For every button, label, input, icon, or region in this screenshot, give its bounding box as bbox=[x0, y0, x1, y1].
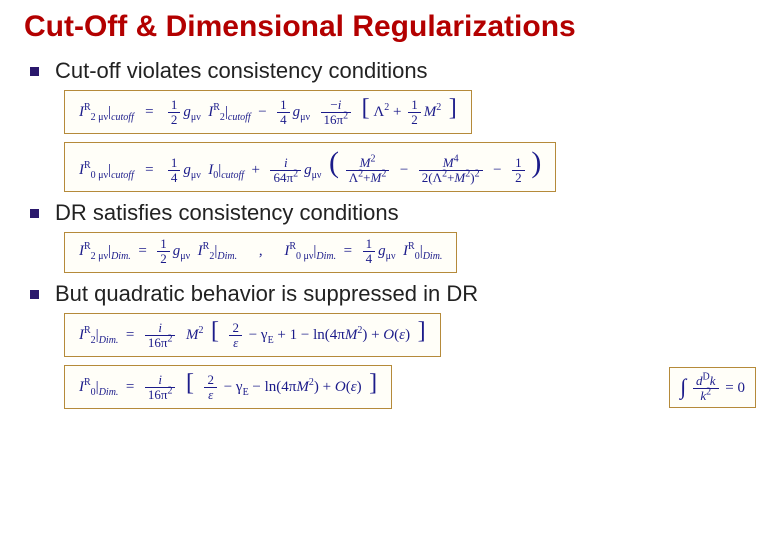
equation-1-frame: IR2 μν|cutoff = 12gμν IR2|cutoff − 14gμν… bbox=[64, 90, 472, 134]
equation-4: IR2|Dim. = i16π2 M2 [ 2ε − γE + 1 − ln(4… bbox=[64, 313, 756, 357]
equation-5-row: IR0|Dim. = i16π2 [ 2ε − γE − ln(4πM2) + … bbox=[64, 365, 756, 409]
equation-2: IR0 μν|cutoff = 14gμν I0|cutoff + i64π2g… bbox=[64, 142, 756, 192]
equation-6-frame: ∫ dDkk2 = 0 bbox=[669, 367, 756, 408]
equation-4-frame: IR2|Dim. = i16π2 M2 [ 2ε − γE + 1 − ln(4… bbox=[64, 313, 441, 357]
equation-1: IR2 μν|cutoff = 12gμν IR2|cutoff − 14gμν… bbox=[64, 90, 756, 134]
bullet-1-row: Cut-off violates consistency conditions bbox=[30, 58, 756, 84]
square-bullet-icon bbox=[30, 290, 39, 299]
bullet-2-text: DR satisfies consistency conditions bbox=[55, 200, 399, 226]
square-bullet-icon bbox=[30, 209, 39, 218]
bullet-3-text: But quadratic behavior is suppressed in … bbox=[55, 281, 478, 307]
equation-3: IR2 μν|Dim. = 12gμν IR2|Dim. , IR0 μν|Di… bbox=[64, 232, 756, 273]
square-bullet-icon bbox=[30, 67, 39, 76]
equation-5-frame: IR0|Dim. = i16π2 [ 2ε − γE − ln(4πM2) + … bbox=[64, 365, 392, 409]
slide-title: Cut-Off & Dimensional Regularizations bbox=[24, 10, 756, 44]
equation-2-frame: IR0 μν|cutoff = 14gμν I0|cutoff + i64π2g… bbox=[64, 142, 556, 192]
bullet-2-row: DR satisfies consistency conditions bbox=[30, 200, 756, 226]
equation-3-frame: IR2 μν|Dim. = 12gμν IR2|Dim. , IR0 μν|Di… bbox=[64, 232, 457, 273]
bullet-3-row: But quadratic behavior is suppressed in … bbox=[30, 281, 756, 307]
slide: Cut-Off & Dimensional Regularizations Cu… bbox=[0, 0, 780, 540]
bullet-1-text: Cut-off violates consistency conditions bbox=[55, 58, 428, 84]
